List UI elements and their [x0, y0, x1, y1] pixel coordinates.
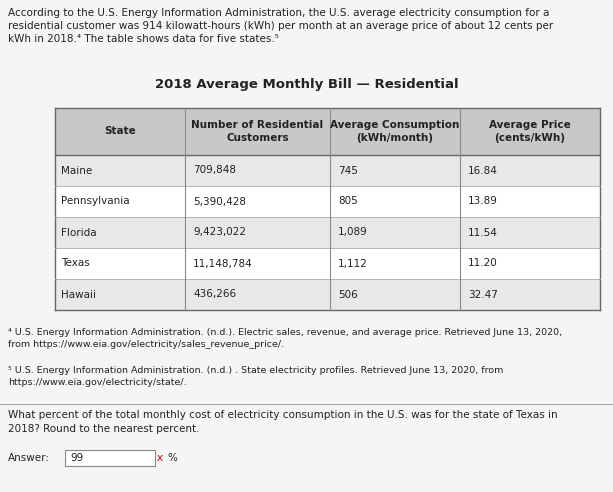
Text: 11.20: 11.20 — [468, 258, 498, 269]
Text: 436,266: 436,266 — [193, 289, 236, 300]
Text: Answer:: Answer: — [8, 453, 50, 463]
Text: What percent of the total monthly cost of electricity consumption in the U.S. wa: What percent of the total monthly cost o… — [8, 410, 558, 434]
Text: Number of Residential
Customers: Number of Residential Customers — [191, 121, 324, 143]
Text: x: x — [157, 453, 163, 463]
Text: 1,112: 1,112 — [338, 258, 368, 269]
Text: 9,423,022: 9,423,022 — [193, 227, 246, 238]
Text: 32.47: 32.47 — [468, 289, 498, 300]
Text: 11,148,784: 11,148,784 — [193, 258, 253, 269]
Text: 16.84: 16.84 — [468, 165, 498, 176]
Text: 5,390,428: 5,390,428 — [193, 196, 246, 207]
Text: 709,848: 709,848 — [193, 165, 236, 176]
Text: 2018 Average Monthly Bill — Residential: 2018 Average Monthly Bill — Residential — [154, 78, 459, 91]
Text: Average Consumption
(kWh/month): Average Consumption (kWh/month) — [330, 121, 460, 143]
Text: Pennsylvania: Pennsylvania — [61, 196, 129, 207]
Text: Average Price
(cents/kWh): Average Price (cents/kWh) — [489, 121, 571, 143]
Text: %: % — [167, 453, 177, 463]
Text: 13.89: 13.89 — [468, 196, 498, 207]
Text: Hawaii: Hawaii — [61, 289, 96, 300]
Text: 506: 506 — [338, 289, 358, 300]
Text: According to the U.S. Energy Information Administration, the U.S. average electr: According to the U.S. Energy Information… — [8, 8, 554, 44]
Text: 805: 805 — [338, 196, 358, 207]
Text: State: State — [104, 126, 136, 136]
Text: 1,089: 1,089 — [338, 227, 368, 238]
Text: Texas: Texas — [61, 258, 89, 269]
Text: 745: 745 — [338, 165, 358, 176]
Text: 11.54: 11.54 — [468, 227, 498, 238]
Text: Maine: Maine — [61, 165, 92, 176]
Text: ⁵ U.S. Energy Information Administration. (n.d.) . State electricity profiles. R: ⁵ U.S. Energy Information Administration… — [8, 366, 503, 387]
Text: 99: 99 — [70, 453, 83, 463]
Text: ⁴ U.S. Energy Information Administration. (n.d.). Electric sales, revenue, and a: ⁴ U.S. Energy Information Administration… — [8, 328, 562, 349]
Text: Florida: Florida — [61, 227, 97, 238]
